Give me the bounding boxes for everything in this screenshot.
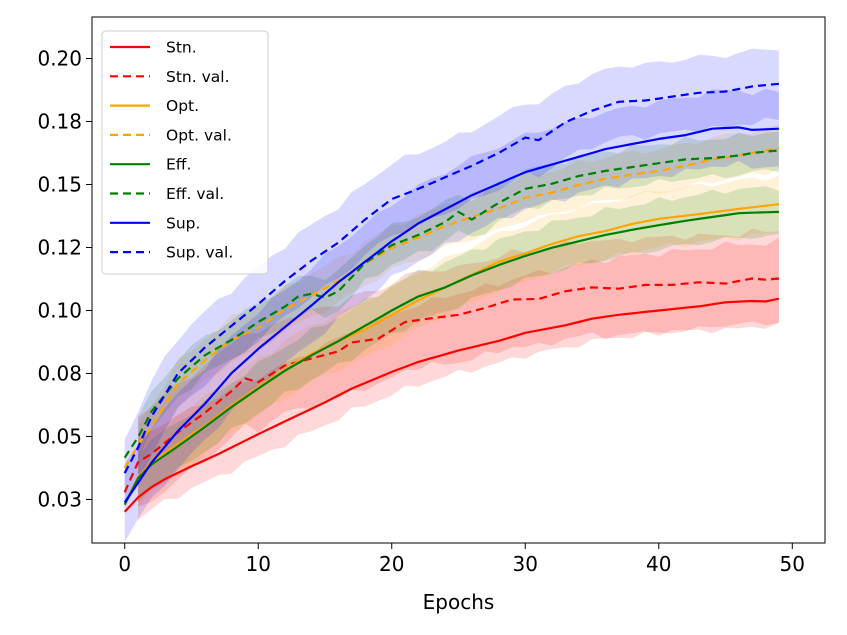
band-7 bbox=[124, 48, 779, 508]
series-line-0 bbox=[123, 297, 780, 513]
series-line-7 bbox=[123, 82, 780, 474]
x-tick-label: 20 bbox=[379, 552, 404, 576]
y-tick-label: 0.12 bbox=[37, 235, 82, 259]
y-tick-label: 0.20 bbox=[37, 46, 82, 70]
band-5 bbox=[138, 131, 779, 460]
x-tick-label: 40 bbox=[646, 552, 671, 576]
x-tick-label: 50 bbox=[780, 552, 805, 576]
series-line-4 bbox=[123, 210, 779, 506]
legend-label-0: Stn. bbox=[166, 39, 197, 57]
x-axis-title: Epochs bbox=[423, 590, 495, 614]
legend: Stn. Stn. val. Opt. Opt. val. Eff. Eff. val. S… bbox=[101, 30, 269, 275]
legend-label-5: Eff. val. bbox=[166, 185, 224, 203]
y-axis-ticks: 0.03 0.05 0.08 0.10 0.12 0.15 0.18 0.20 bbox=[37, 46, 92, 511]
x-tick-label: 30 bbox=[513, 552, 538, 576]
y-tick-label: 0.10 bbox=[37, 298, 82, 322]
x-tick-label: 10 bbox=[246, 552, 271, 576]
plot-frame bbox=[91, 16, 826, 544]
y-tick-label: 0.05 bbox=[37, 424, 82, 448]
x-tick-label: 0 bbox=[118, 552, 131, 576]
legend-label-7: Sup. val. bbox=[166, 244, 233, 262]
y-tick-label: 0.15 bbox=[37, 172, 82, 196]
legend-label-1: Stn. val. bbox=[166, 68, 230, 86]
band-0 bbox=[138, 237, 779, 521]
legend-label-6: Sup. bbox=[166, 214, 200, 232]
series-line-6 bbox=[123, 126, 779, 504]
series-line-3 bbox=[123, 146, 780, 469]
y-tick-label: 0.08 bbox=[37, 361, 82, 385]
series-line-5 bbox=[123, 149, 780, 459]
y-tick-label: 0.18 bbox=[37, 109, 82, 133]
band-1 bbox=[138, 228, 779, 507]
band-2 bbox=[138, 175, 779, 507]
band-4 bbox=[138, 186, 779, 503]
legend-label-3: Opt. val. bbox=[166, 126, 232, 144]
legend-box bbox=[101, 30, 269, 275]
legend-label-4: Eff. bbox=[166, 156, 191, 174]
y-tick-label: 0.03 bbox=[37, 487, 82, 511]
legend-label-2: Opt. bbox=[166, 97, 199, 115]
x-axis-ticks: 0 10 20 30 40 50 bbox=[118, 543, 805, 576]
series-line-1 bbox=[123, 277, 779, 493]
series-lines bbox=[123, 82, 780, 513]
band-6 bbox=[124, 88, 779, 542]
